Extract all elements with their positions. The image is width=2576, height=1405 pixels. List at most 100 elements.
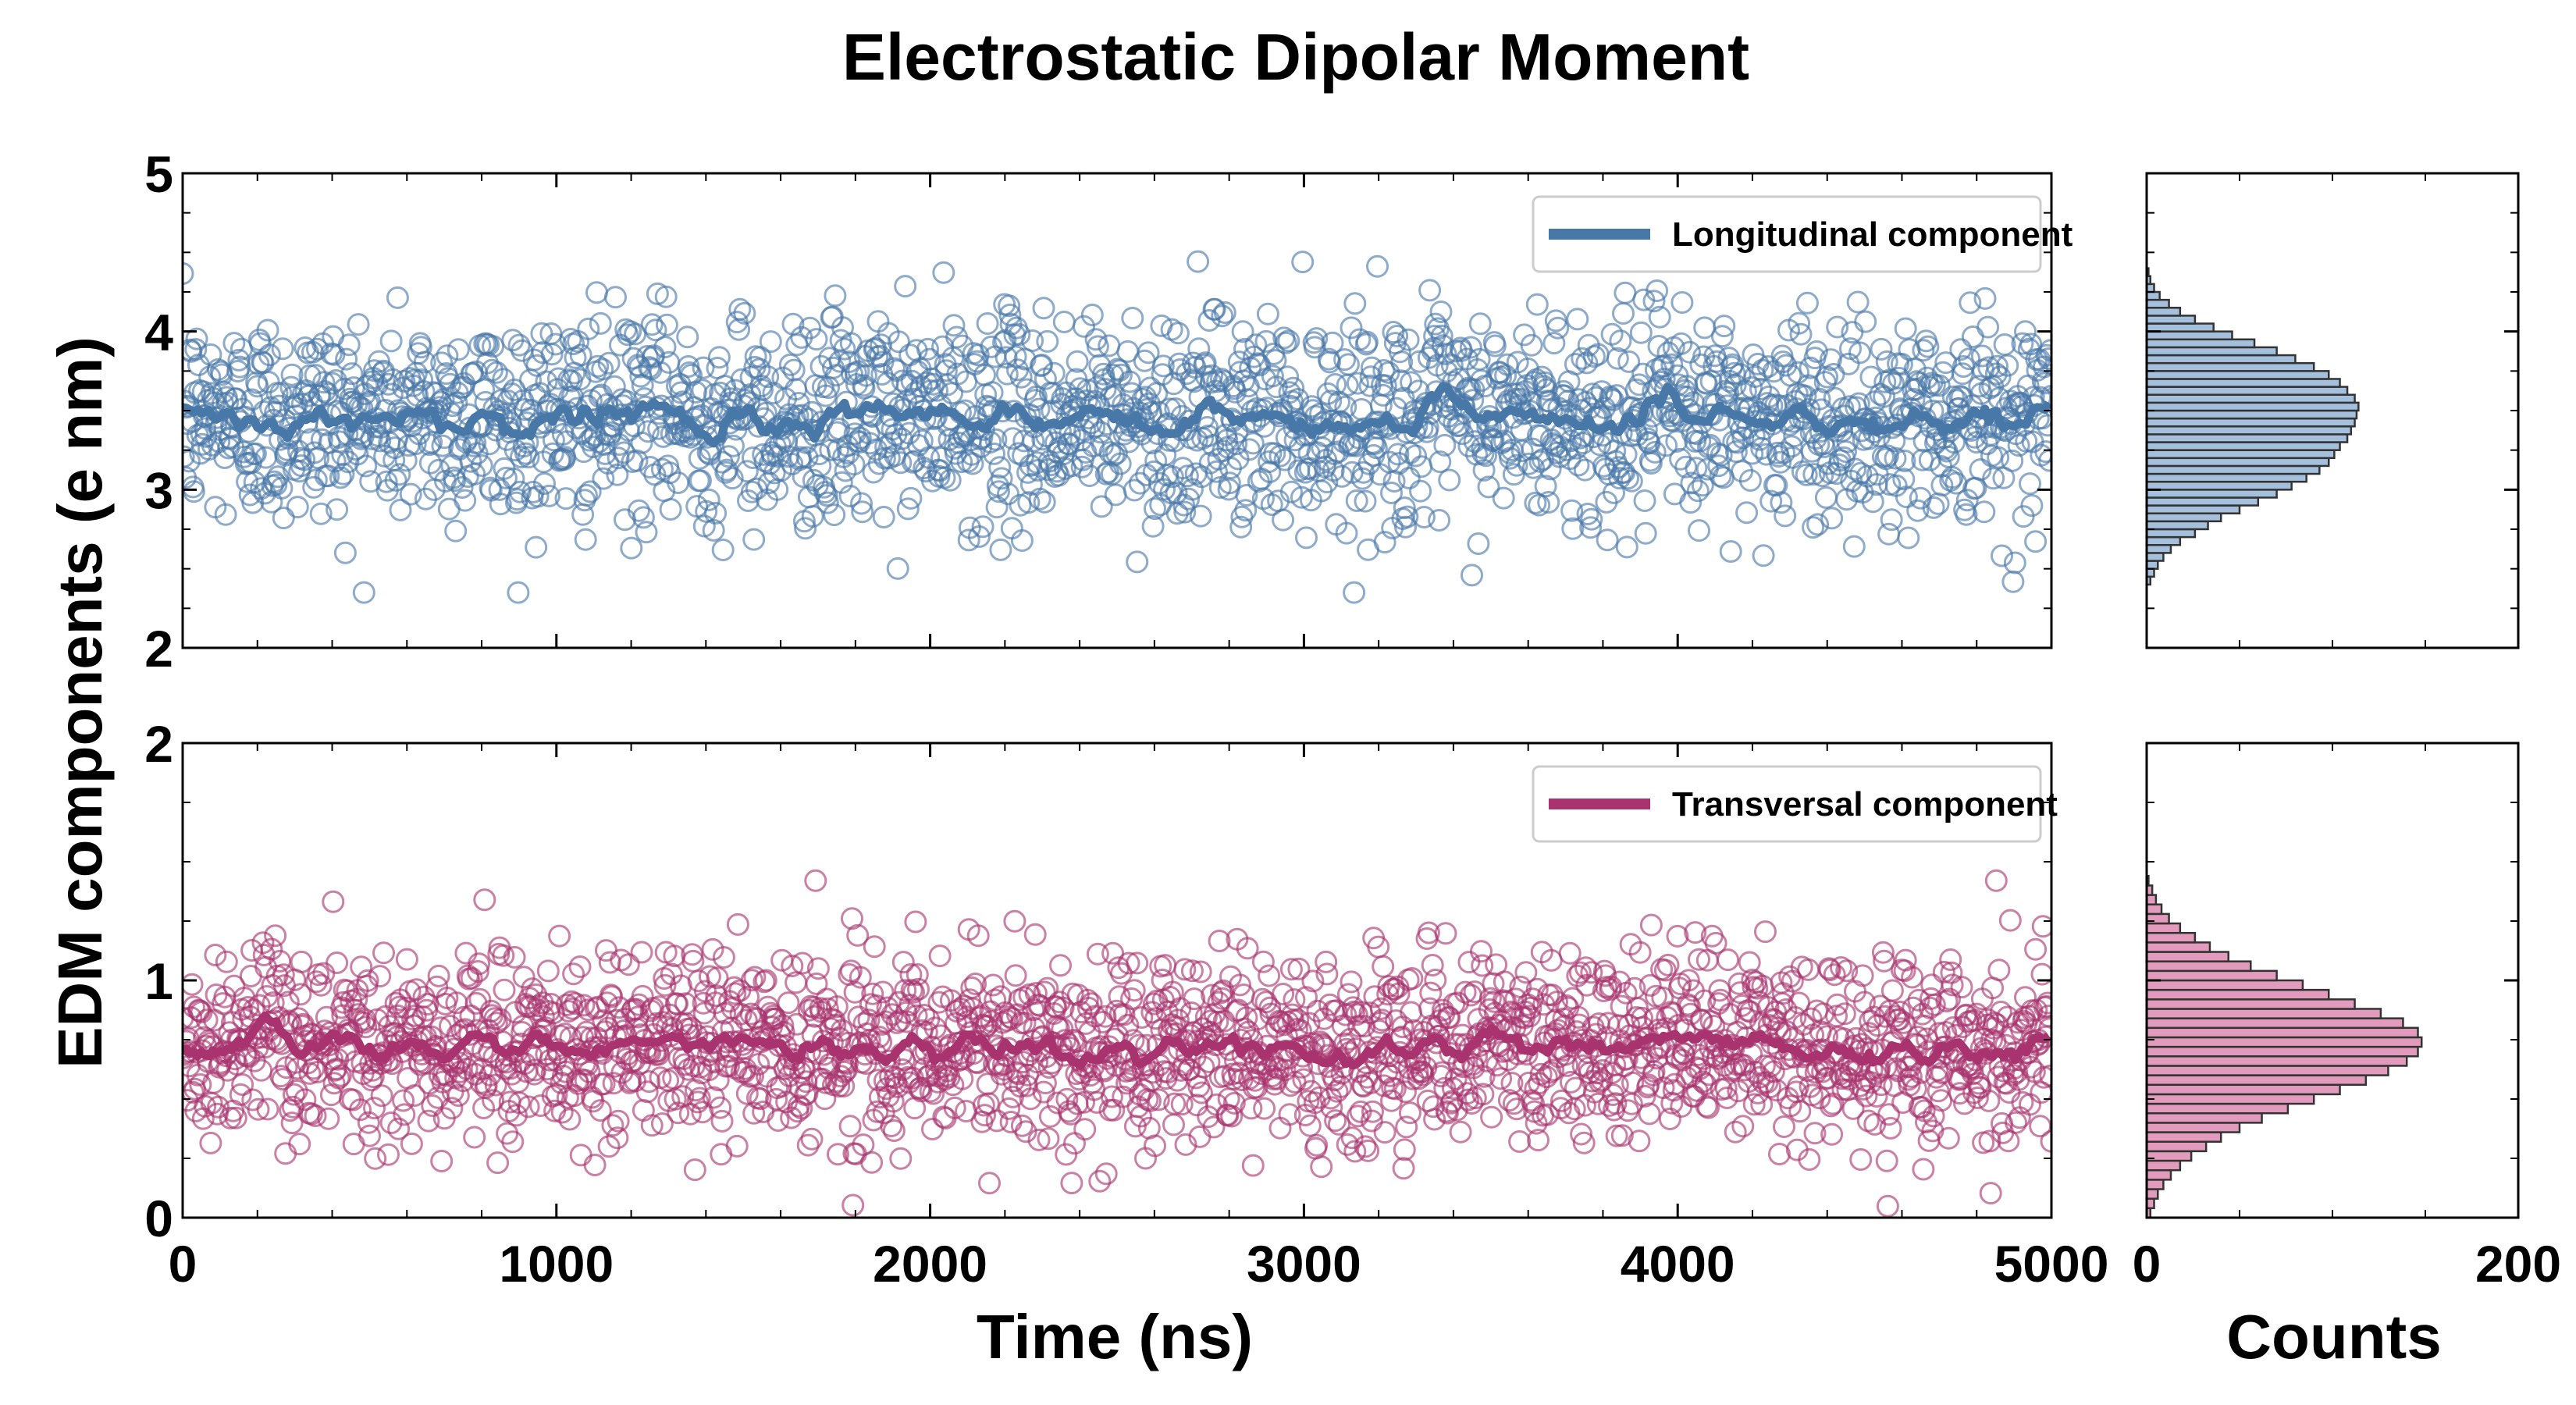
transversal-data-point: [1372, 955, 1395, 978]
transversal-data-point: [1879, 1116, 1902, 1140]
longitudinal_hist-bar: [2145, 298, 2170, 309]
transversal-data-point: [1638, 973, 1662, 997]
longitudinal-data-point: [1187, 337, 1211, 361]
longitudinal-data-point: [678, 361, 701, 384]
transversal-data-point: [1514, 961, 1538, 984]
longitudinal-data-point: [704, 502, 728, 525]
longitudinal-data-point: [728, 297, 752, 321]
transversal-data-point: [597, 1135, 621, 1158]
transversal-data-point: [1536, 1103, 1559, 1126]
longitudinal-data-point: [2037, 347, 2051, 371]
transversal-data-point: [1762, 1060, 1785, 1083]
longitudinal-data-point: [1396, 505, 1419, 528]
longitudinal-data-point: [1238, 438, 1261, 461]
longitudinal-data-point: [1958, 347, 1981, 371]
transversal-data-point: [1240, 1029, 1264, 1052]
transversal-data-point: [1253, 1097, 1276, 1120]
longitudinal-data-point: [1566, 308, 1589, 331]
longitudinal-data-point: [384, 468, 407, 492]
longitudinal-data-point: [1229, 515, 1253, 539]
transversal-running-mean-line: [183, 1012, 2051, 1070]
longitudinal-data-point: [717, 445, 740, 468]
longitudinal-data-point: [1534, 475, 1557, 498]
longitudinal-data-point: [521, 480, 545, 503]
longitudinal-data-point: [380, 382, 404, 406]
longitudinal-data-point: [1273, 448, 1297, 471]
transversal-data-point: [1633, 1084, 1656, 1108]
transversal_hist-bar: [2145, 1150, 2193, 1162]
transversal-data-point: [1715, 1087, 1738, 1109]
longitudinal-data-point: [1121, 307, 1144, 329]
transversal-data-point: [1310, 1155, 1333, 1179]
transversal-data-point: [505, 1104, 528, 1127]
longitudinal-data-point: [896, 497, 920, 521]
longitudinal-data-point: [813, 481, 837, 504]
longitudinal-data-point: [1565, 436, 1589, 460]
longitudinal-data-point: [1826, 315, 1849, 339]
longitudinal-data-point: [1264, 349, 1287, 372]
transversal-data-point: [1977, 1089, 2001, 1112]
longitudinal-data-point: [507, 581, 530, 604]
transversal-data-point: [1007, 1062, 1030, 1086]
longitudinal-data-point: [265, 473, 288, 496]
transversal-data-point: [1395, 1115, 1418, 1139]
transversal-data-point: [978, 1172, 1001, 1195]
longitudinal-data-point: [1553, 384, 1576, 407]
transversal-data-point: [572, 994, 596, 1017]
transversal-data-point: [899, 963, 923, 986]
longitudinal-data-point: [823, 503, 846, 527]
longitudinal-data-point: [1986, 354, 2008, 378]
longitudinal-data-point: [2034, 440, 2051, 464]
transversal-data-point: [501, 1130, 525, 1154]
transversal-data-point: [1572, 1131, 1596, 1154]
transversal-data-point: [562, 962, 585, 986]
longitudinal_hist-bar: [2145, 361, 2315, 372]
longitudinal-data-point: [368, 429, 392, 453]
transversal-data-point: [553, 1023, 577, 1046]
longitudinal-data-point: [1884, 446, 1907, 470]
longitudinal-data-point: [1205, 460, 1228, 483]
transversal-data-point: [1055, 1087, 1079, 1111]
longitudinal_hist-bar: [2145, 441, 2341, 451]
longitudinal-data-point: [1434, 343, 1457, 365]
transversal-data-point: [1658, 1108, 1681, 1130]
transversal-data-point: [569, 1144, 592, 1167]
longitudinal-data-point: [1749, 377, 1772, 400]
longitudinal-data-point: [1996, 354, 2019, 377]
longitudinal-data-point: [1123, 478, 1146, 502]
longitudinal-data-point: [470, 454, 493, 477]
transversal-data-point: [1482, 990, 1506, 1013]
transversal-data-point: [1604, 1092, 1628, 1115]
longitudinal-data-point: [1235, 484, 1258, 507]
longitudinal-data-point: [1278, 381, 1301, 404]
longitudinal-data-point: [1934, 351, 1958, 375]
longitudinal-data-point: [1139, 376, 1162, 400]
longitudinal-data-point: [1819, 348, 1842, 372]
transversal-data-point: [1305, 1133, 1329, 1157]
transversal-data-point: [843, 980, 866, 1004]
longitudinal-data-point: [1751, 358, 1774, 382]
transversal-data-point: [1140, 1001, 1164, 1024]
longitudinal-data-point: [436, 344, 459, 368]
transversal-data-point: [753, 970, 776, 994]
transversal-data-point: [967, 1030, 991, 1053]
longitudinal-data-point: [1573, 458, 1596, 482]
transversal-data-point: [1301, 969, 1325, 993]
transversal_hist-bar: [2145, 941, 2211, 953]
transversal-data-point: [905, 1004, 928, 1027]
transversal-data-point: [1236, 937, 1259, 960]
longitudinal-data-point: [1748, 428, 1771, 451]
longitudinal-data-point: [1315, 471, 1339, 494]
longitudinal-data-point: [1203, 297, 1226, 321]
longitudinal-data-point: [1336, 353, 1360, 376]
transversal-data-point: [1144, 1134, 1166, 1158]
transversal-data-point: [342, 1133, 365, 1156]
transversal-data-point: [256, 1097, 279, 1121]
transversal-data-point: [1678, 994, 1701, 1018]
transversal-histogram-panel: 0 200: [2133, 742, 2561, 1293]
longitudinal_hist-bars: [2145, 267, 2360, 586]
longitudinal-data-point: [1705, 350, 1728, 373]
transversal-data-point: [400, 1132, 423, 1155]
longitudinal-data-point: [1272, 508, 1295, 532]
transversal-data-point: [726, 912, 749, 936]
